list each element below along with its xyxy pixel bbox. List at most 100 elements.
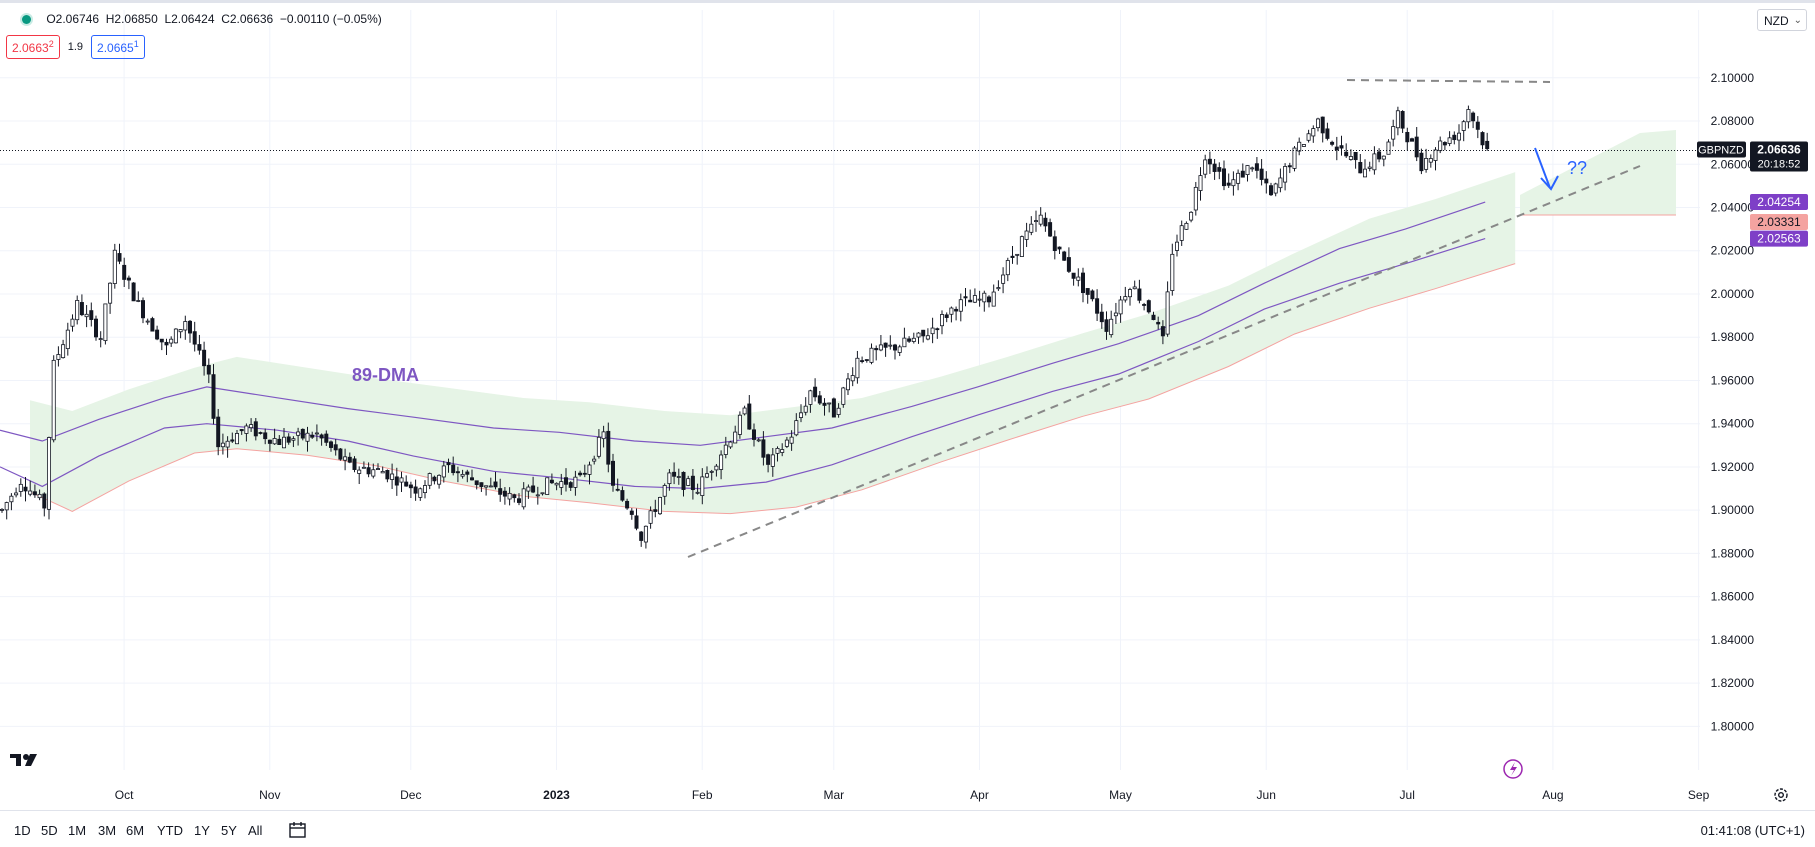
candle-body bbox=[893, 344, 898, 351]
candle-body bbox=[573, 476, 578, 488]
candle-body bbox=[1442, 142, 1447, 146]
calendar-icon[interactable] bbox=[288, 821, 308, 839]
candle-body bbox=[159, 338, 164, 343]
candle-body bbox=[902, 337, 907, 348]
candle-body bbox=[883, 342, 888, 348]
candle-body bbox=[1212, 163, 1217, 172]
candle-body bbox=[1146, 300, 1151, 313]
candle-body bbox=[263, 432, 268, 440]
indicator-value-tag bbox=[1750, 213, 1808, 230]
annotations: 89-DMA?? bbox=[0, 147, 1700, 779]
candle-body bbox=[676, 476, 681, 478]
candle-body bbox=[775, 447, 780, 454]
gear-icon[interactable] bbox=[1773, 787, 1789, 808]
candle-body bbox=[1151, 314, 1156, 321]
timeframe-3m[interactable]: 3M bbox=[98, 823, 117, 838]
price-tick-label: 2.00000 bbox=[1711, 287, 1755, 301]
candle-body bbox=[611, 460, 616, 486]
candle-body bbox=[136, 300, 141, 302]
candle-body bbox=[502, 490, 507, 497]
candle-body bbox=[864, 359, 869, 361]
candle-body bbox=[1452, 134, 1457, 141]
cloud-projection bbox=[1520, 130, 1676, 215]
candle-body bbox=[1198, 175, 1203, 191]
candle-body bbox=[794, 420, 799, 436]
candle-body bbox=[1264, 178, 1269, 184]
candle-body bbox=[272, 438, 277, 445]
lightning-icon bbox=[1510, 762, 1517, 776]
candle-body bbox=[1400, 111, 1405, 129]
price-tick-label: 2.10000 bbox=[1711, 71, 1755, 85]
candle-body bbox=[394, 476, 399, 486]
candle-body bbox=[1278, 177, 1283, 189]
cloud-area bbox=[30, 172, 1516, 514]
candle-body bbox=[1175, 241, 1180, 251]
candle-body bbox=[371, 469, 376, 477]
candle-body bbox=[846, 378, 851, 391]
candle-body bbox=[1475, 121, 1480, 130]
timeframe-1d[interactable]: 1D bbox=[14, 823, 31, 838]
candle-body bbox=[723, 444, 728, 455]
candle-body bbox=[944, 314, 949, 318]
change-value: −0.00110 (−0.05%) bbox=[279, 12, 382, 26]
sell-button[interactable]: 2.06632 bbox=[6, 35, 60, 59]
price-tick-label: 1.96000 bbox=[1711, 373, 1755, 387]
candle-body bbox=[37, 493, 42, 499]
candle-body bbox=[662, 485, 667, 497]
candle-body bbox=[714, 465, 719, 471]
candle-body bbox=[1330, 141, 1335, 145]
candle-body bbox=[84, 313, 89, 318]
candle-body bbox=[296, 431, 301, 436]
candle-body bbox=[1222, 168, 1227, 187]
candle-body bbox=[817, 395, 822, 404]
candle-body bbox=[441, 465, 446, 478]
candle-body bbox=[625, 500, 630, 509]
timeframe-ytd[interactable]: YTD bbox=[157, 823, 183, 838]
sell-price: 2.0663 bbox=[12, 41, 49, 55]
candle-body bbox=[1259, 168, 1264, 180]
tradingview-logo[interactable] bbox=[10, 752, 44, 773]
timeframe-6m[interactable]: 6M bbox=[126, 823, 145, 838]
support-trendline bbox=[687, 165, 1641, 558]
candle-body bbox=[1057, 246, 1062, 250]
candle-body bbox=[488, 485, 493, 488]
candle-body bbox=[126, 277, 131, 281]
candle-body bbox=[634, 515, 639, 529]
candle-body bbox=[1034, 220, 1039, 223]
candle-body bbox=[1043, 217, 1048, 227]
candle-body bbox=[1485, 140, 1490, 150]
candle-body bbox=[23, 486, 28, 492]
candle-body bbox=[982, 292, 987, 303]
candle-body bbox=[766, 454, 771, 465]
candle-body bbox=[921, 329, 926, 337]
timeframe-bar: 1D 5D 1M 3M 6M YTD 1Y 5Y All bbox=[0, 815, 1815, 847]
time-tick-label: Oct bbox=[115, 788, 134, 802]
candle-body bbox=[620, 490, 625, 501]
candle-body bbox=[474, 480, 479, 485]
time-tick-label: Jun bbox=[1257, 788, 1276, 802]
indicator-value-label: 2.03331 bbox=[1757, 215, 1801, 229]
candle-body bbox=[131, 282, 136, 302]
candle-body bbox=[484, 485, 489, 488]
candle-body bbox=[239, 429, 244, 432]
candle-body bbox=[427, 473, 432, 486]
timeframe-5d[interactable]: 5D bbox=[41, 823, 58, 838]
candle-body bbox=[1419, 152, 1424, 172]
candle-body bbox=[1344, 151, 1349, 157]
timeframe-all[interactable]: All bbox=[248, 823, 263, 838]
candle-body bbox=[343, 456, 348, 461]
timeframe-1y[interactable]: 1Y bbox=[194, 823, 210, 838]
candle-body bbox=[70, 318, 75, 327]
candle-body bbox=[451, 464, 456, 474]
last-price-label: 2.06636 bbox=[1757, 143, 1801, 157]
candle-body bbox=[493, 481, 498, 488]
candle-body bbox=[512, 494, 517, 499]
candle-body bbox=[719, 454, 724, 470]
buy-button[interactable]: 2.06651 bbox=[91, 35, 145, 59]
timeframe-1m[interactable]: 1M bbox=[68, 823, 87, 838]
clock[interactable]: 01:41:08 (UTC+1) bbox=[1700, 823, 1805, 838]
timeframe-5y[interactable]: 5Y bbox=[221, 823, 237, 838]
currency-select[interactable]: NZD ⌄ bbox=[1757, 9, 1807, 31]
candle-body bbox=[869, 347, 874, 363]
